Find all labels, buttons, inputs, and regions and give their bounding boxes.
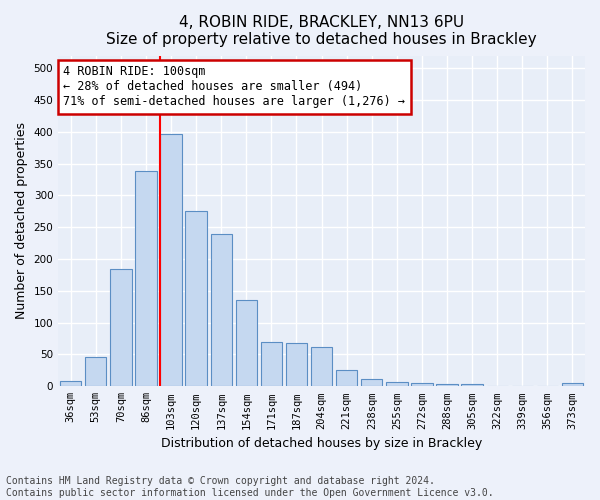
Bar — [361, 380, 382, 386]
Bar — [436, 384, 458, 386]
Bar — [336, 370, 358, 386]
Bar — [261, 342, 282, 386]
Bar — [562, 383, 583, 386]
Bar — [85, 357, 106, 386]
Bar — [60, 380, 82, 386]
Text: 4 ROBIN RIDE: 100sqm
← 28% of detached houses are smaller (494)
71% of semi-deta: 4 ROBIN RIDE: 100sqm ← 28% of detached h… — [64, 66, 406, 108]
Bar — [311, 347, 332, 387]
Bar — [236, 300, 257, 386]
Y-axis label: Number of detached properties: Number of detached properties — [15, 122, 28, 320]
X-axis label: Distribution of detached houses by size in Brackley: Distribution of detached houses by size … — [161, 437, 482, 450]
Text: Contains HM Land Registry data © Crown copyright and database right 2024.
Contai: Contains HM Land Registry data © Crown c… — [6, 476, 494, 498]
Bar — [136, 172, 157, 386]
Bar — [211, 234, 232, 386]
Bar — [185, 212, 207, 386]
Bar — [386, 382, 407, 386]
Bar — [286, 343, 307, 386]
Bar — [411, 383, 433, 386]
Bar — [461, 384, 483, 386]
Bar — [110, 268, 131, 386]
Title: 4, ROBIN RIDE, BRACKLEY, NN13 6PU
Size of property relative to detached houses i: 4, ROBIN RIDE, BRACKLEY, NN13 6PU Size o… — [106, 15, 537, 48]
Bar — [160, 134, 182, 386]
